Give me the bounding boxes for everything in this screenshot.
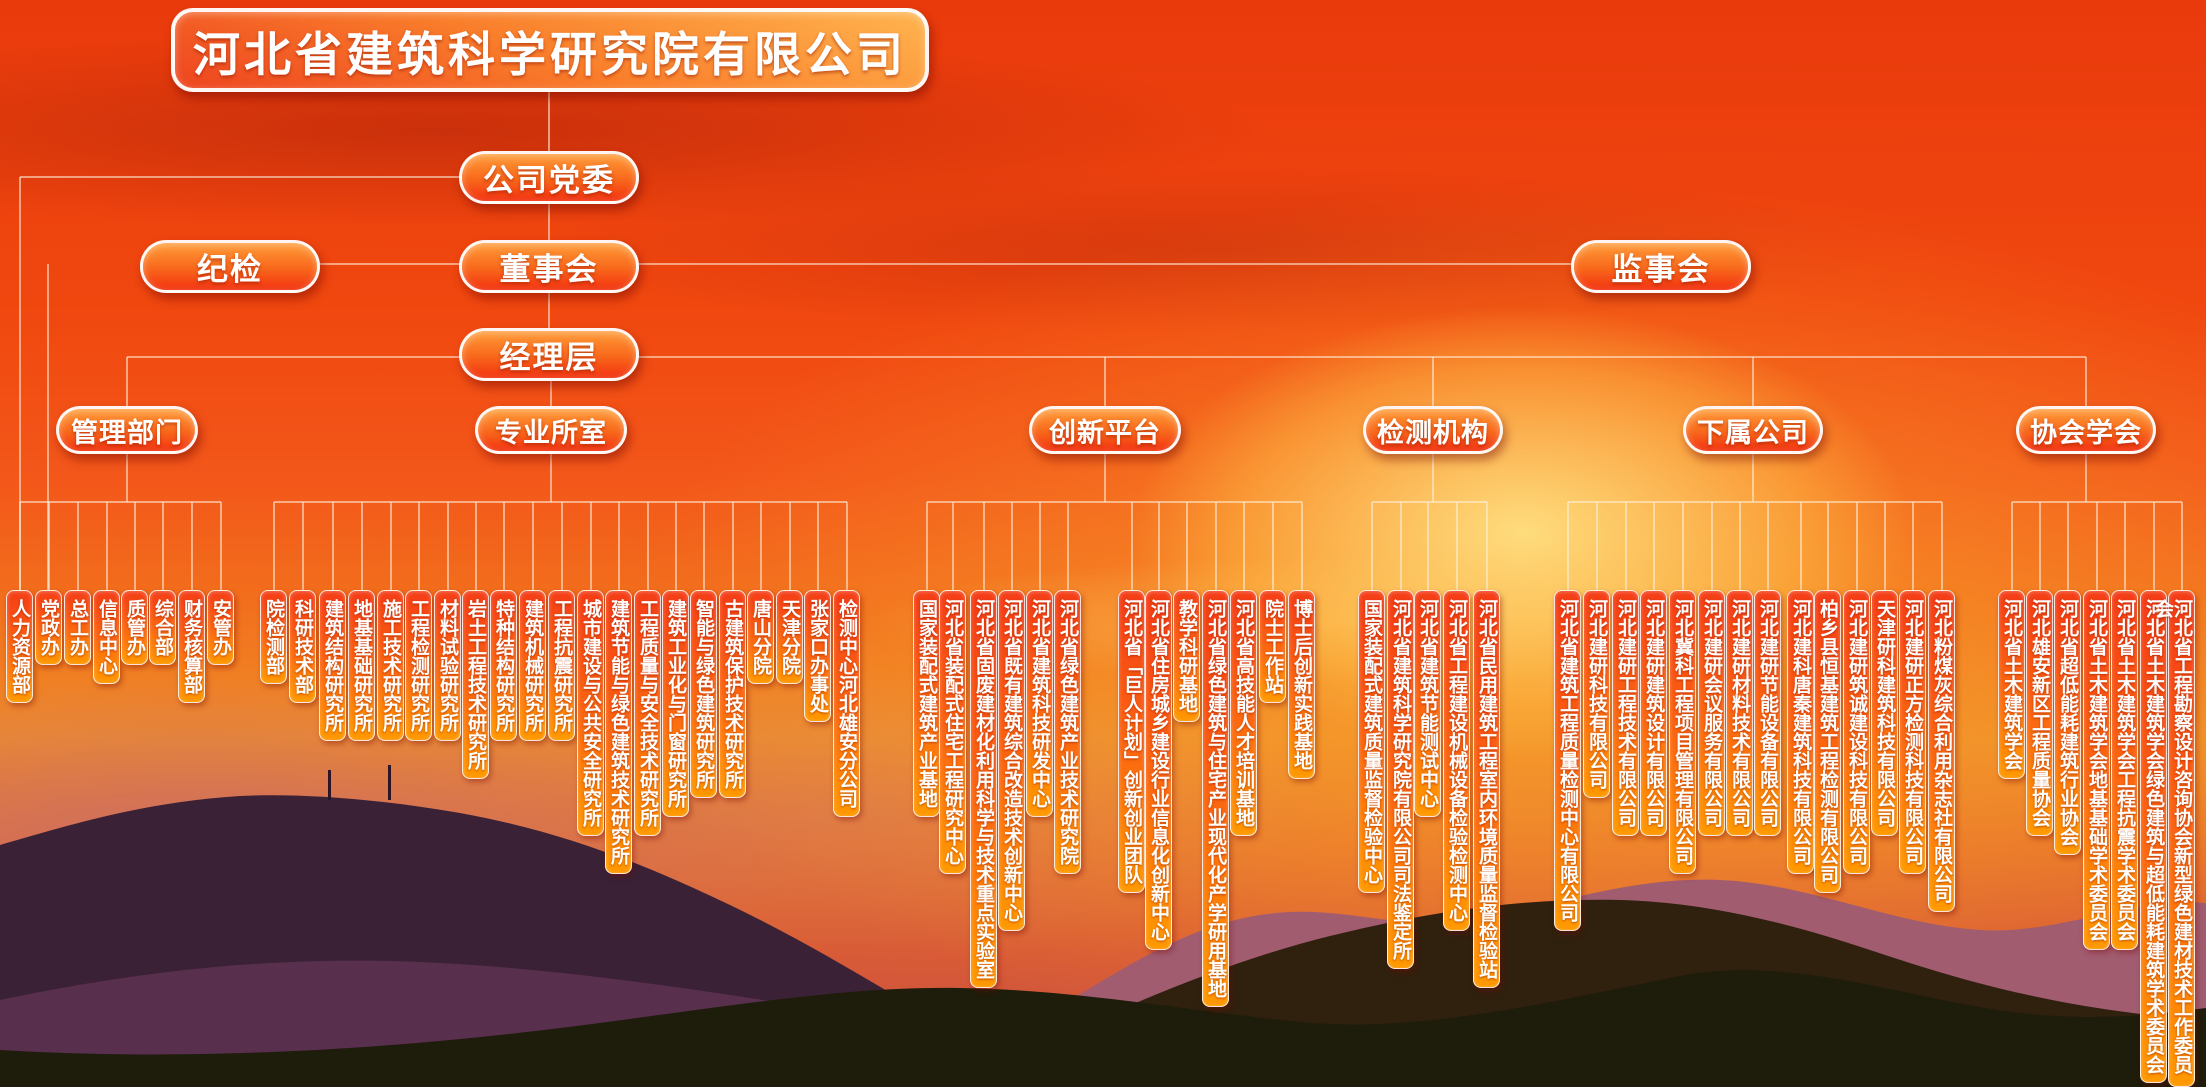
org-leaf: 河北建科唐秦建筑科技有限公司 [1787,590,1814,874]
org-leaf: 材料试验研究所 [434,590,461,741]
org-leaf: 博士后创新实践基地 [1288,590,1315,779]
org-leaf: 院士工作站 [1259,590,1286,703]
org-leaf: 河北省土木建筑学会绿色建筑与超低能耗建筑学术委员会 [2140,590,2167,1083]
org-leaf: 检测中心河北雄安分公司 [833,590,860,817]
group-header-management-departments: 管理部门 [56,406,198,454]
org-leaf: 河北建研建筑设计有限公司 [1640,590,1667,836]
node-management-level: 经理层 [459,328,639,381]
org-leaf: 院检测部 [260,590,287,684]
org-leaf: 柏乡县恒基建筑工程检测有限公司 [1814,590,1841,893]
org-leaf: 综合部 [149,590,176,665]
org-leaf: 河北省住房城乡建设行业信息化创新中心 [1145,590,1172,950]
org-leaf: 河北粉煤灰综合利用杂志社有限公司 [1928,590,1955,912]
org-leaf: 河北省工程建设机械设备检验检测中心 [1443,590,1470,931]
org-leaf: 建筑机械研究所 [519,590,546,741]
org-leaf: 河北省土木建筑学会 [1998,590,2025,779]
org-leaf: 建筑结构研究所 [319,590,346,741]
org-leaf: 唐山分院 [747,590,774,684]
org-leaf: 河北省绿色建筑产业技术研究院 [1054,590,1081,874]
org-leaf: 工程检测研究所 [405,590,432,741]
org-leaf: 河北省装配式住宅工程研究中心 [939,590,966,874]
org-leaf: 国家装配式建筑产业基地 [913,590,940,817]
org-leaf: 天津研科建筑科技有限公司 [1871,590,1898,836]
node-discipline-inspection: 纪检 [140,240,320,293]
org-leaf: 质管办 [121,590,148,665]
org-leaf: 河北建研工程技术有限公司 [1612,590,1639,836]
org-leaf: 河北省建筑科学研究院有限公司司法鉴定所 [1387,590,1414,969]
org-leaf: 建筑节能与绿色建筑技术研究所 [605,590,632,874]
org-leaf: 地基基础研究所 [348,590,375,741]
org-leaf: 河北省建筑科技研发中心 [1026,590,1053,817]
group-header-associations-societies: 协会学会 [2016,406,2156,454]
org-leaf: 河北省超低能耗建筑行业协会 [2054,590,2081,855]
org-leaf: 河北冀科工程项目管理有限公司 [1669,590,1696,874]
group-header-subsidiary-companies: 下属公司 [1683,406,1823,454]
foreground-hills [0,970,2206,1087]
company-title: 河北省建筑科学研究院有限公司 [171,8,929,92]
org-leaf: 河北建研会议服务有限公司 [1698,590,1725,836]
org-leaf: 财务核算部 [178,590,205,703]
org-leaf: 河北省「巨人计划」创新创业团队 [1118,590,1145,893]
org-leaf: 河北省建筑节能测试中心 [1414,590,1441,817]
org-leaf: 河北建研筑诚建设科技有限公司 [1843,590,1870,874]
org-leaf: 安管办 [207,590,234,665]
org-leaf: 河北省绿色建筑与住宅产业现代化产学研用基地 [1202,590,1229,1007]
org-leaf: 河北省民用建筑工程室内环境质量监督检验站 [1473,590,1500,988]
org-leaf: 河北省工程勘察设计咨询协会新型绿色建材技术工作委员会 [2152,590,2195,1087]
org-leaf: 党政办 [35,590,62,665]
org-leaf: 施工技术研究所 [377,590,404,741]
group-header-innovation-platforms: 创新平台 [1029,406,1181,454]
org-leaf: 张家口办事处 [804,590,831,722]
org-leaf: 河北建研节能设备有限公司 [1754,590,1781,836]
org-leaf: 河北雄安新区工程质量协会 [2026,590,2053,836]
org-leaf: 国家装配式建筑质量监督检验中心 [1358,590,1385,893]
org-leaf: 天津分院 [776,590,803,684]
org-leaf: 教学科研基地 [1173,590,1200,722]
org-leaf: 智能与绿色建筑研究所 [690,590,717,798]
org-leaf: 人力资源部 [6,590,33,703]
antenna-mast-icon [388,765,391,800]
org-leaf: 河北省土木建筑学会工程抗震学术委员会 [2111,590,2138,950]
org-leaf: 河北省建筑工程质量检测中心有限公司 [1554,590,1581,931]
org-leaf: 科研技术部 [289,590,316,703]
org-leaf: 古建筑保护技术研究所 [719,590,746,798]
org-leaf: 工程质量与安全技术研究所 [634,590,661,836]
node-party-committee: 公司党委 [459,151,639,204]
org-leaf: 河北建研科技有限公司 [1583,590,1610,798]
org-leaf: 河北建研材料技术有限公司 [1726,590,1753,836]
org-leaf: 建筑工业化与门窗研究所 [662,590,689,817]
group-header-testing-institutions: 检测机构 [1363,406,1503,454]
org-leaf: 工程抗震研究所 [548,590,575,741]
org-leaf: 河北建研正方检测科技有限公司 [1899,590,1926,874]
org-leaf: 河北省固废建材化利用科学与技术重点实验室 [970,590,997,988]
org-leaf: 河北省既有建筑综合改造技术创新中心 [998,590,1025,931]
org-leaf: 城市建设与公共安全研究所 [577,590,604,836]
org-leaf: 河北省土木建筑学会地基基础学术委员会 [2083,590,2110,950]
antenna-mast-icon [328,770,331,800]
org-leaf: 信息中心 [93,590,120,684]
org-leaf: 总工办 [64,590,91,665]
org-leaf: 岩土工程技术研究所 [462,590,489,779]
org-leaf: 特种结构研究所 [490,590,517,741]
org-leaf: 河北省高技能人才培训基地 [1230,590,1257,836]
node-board-of-directors: 董事会 [459,240,639,293]
group-header-professional-institutes: 专业所室 [475,406,627,454]
node-supervisory-board: 监事会 [1571,240,1751,293]
